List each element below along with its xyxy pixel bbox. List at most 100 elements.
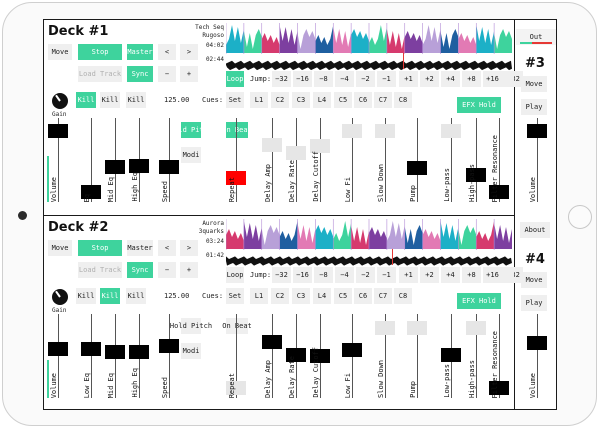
fader[interactable]: Filter Resonance	[487, 118, 511, 202]
cue-set-button[interactable]: Set	[226, 92, 244, 108]
pitch-next-button[interactable]: >	[180, 240, 198, 256]
fader-handle[interactable]	[81, 342, 101, 356]
fader-handle[interactable]	[310, 349, 330, 363]
fader[interactable]: Delay Cutoff	[308, 314, 332, 398]
cue-button[interactable]: C3	[292, 92, 310, 108]
cue-button[interactable]: C7	[374, 288, 392, 304]
fader[interactable]: Eq	[79, 118, 103, 202]
jump-button[interactable]: +8	[462, 71, 481, 87]
fader[interactable]: High-pass	[464, 314, 488, 398]
sidebar-play-button[interactable]: Play	[521, 295, 547, 311]
fader[interactable]: High Eq	[127, 118, 151, 202]
modi-button[interactable]: Modi	[181, 147, 201, 163]
jump-button[interactable]: −4	[335, 267, 354, 283]
pitch-next-button[interactable]: >	[180, 44, 198, 60]
fader[interactable]: Volume	[46, 118, 70, 202]
load-track-button[interactable]: Load Track	[78, 262, 122, 278]
fader[interactable]: Mid Eq	[103, 118, 127, 202]
fader-handle[interactable]	[375, 321, 395, 335]
fader-handle[interactable]	[527, 123, 547, 138]
fader[interactable]: Delay Amp	[260, 314, 284, 398]
cue-set-button[interactable]: Set	[226, 288, 244, 304]
fader[interactable]: Mid Eq	[103, 314, 127, 398]
waveform[interactable]	[225, 23, 512, 71]
fader-handle[interactable]	[342, 343, 362, 358]
fader-handle[interactable]	[226, 381, 246, 396]
on-beat-button[interactable]: On Beat	[222, 318, 252, 334]
sidebar-volume-fader[interactable]: Volume	[525, 118, 549, 202]
fader-handle[interactable]	[286, 146, 306, 160]
cue-button[interactable]: C3	[292, 288, 310, 304]
pitch-plus-button[interactable]: +	[180, 262, 198, 278]
fader[interactable]: Speed	[157, 118, 181, 202]
sidebar-volume-fader[interactable]: Volume	[525, 314, 549, 398]
fader-handle[interactable]	[48, 123, 68, 138]
fader-handle[interactable]	[466, 321, 486, 335]
jump-button[interactable]: −1	[377, 267, 396, 283]
fader-handle[interactable]	[310, 139, 330, 153]
jump-button[interactable]: −8	[314, 71, 333, 87]
hold-pitch-button[interactable]: Hold Pitch	[170, 318, 212, 334]
fader[interactable]: Delay Cutoff	[308, 118, 332, 202]
fader-handle[interactable]	[527, 336, 547, 351]
jump-button[interactable]: +16	[483, 267, 502, 283]
jump-button[interactable]: −1	[377, 71, 396, 87]
fader[interactable]: Low Fi	[340, 314, 364, 398]
fader-handle[interactable]	[48, 342, 68, 356]
jump-button[interactable]: −32	[272, 267, 291, 283]
fader-handle[interactable]	[286, 347, 306, 362]
master-button[interactable]: Master	[127, 44, 153, 60]
modi-button[interactable]: Modi	[181, 343, 201, 359]
fader-handle[interactable]	[441, 123, 461, 138]
fader-handle[interactable]	[466, 168, 486, 183]
cue-button[interactable]: L1	[250, 92, 268, 108]
move-button[interactable]: Move	[48, 240, 72, 256]
fader[interactable]: Volume	[46, 314, 70, 398]
jump-button[interactable]: −32	[272, 71, 291, 87]
kill-low-button[interactable]: Kill	[76, 92, 96, 108]
fader-handle[interactable]	[262, 137, 282, 152]
fader[interactable]: Slow Down	[373, 118, 397, 202]
master-button[interactable]: Master	[127, 240, 153, 256]
efx-hold-button[interactable]: EFX Hold	[457, 97, 501, 113]
waveform[interactable]	[225, 219, 512, 267]
fader-handle[interactable]	[105, 344, 125, 359]
pitch-plus-button[interactable]: +	[180, 66, 198, 82]
jump-button[interactable]: +4	[441, 71, 460, 87]
fader[interactable]: Low Eq	[79, 314, 103, 398]
fader-handle[interactable]	[129, 158, 149, 173]
jump-button[interactable]: −16	[293, 71, 312, 87]
hold-pitch-button[interactable]: Hold Pitch	[170, 122, 212, 138]
jump-button[interactable]: +16	[483, 71, 502, 87]
loop-button[interactable]: Loop	[226, 71, 244, 87]
jump-button[interactable]: +8	[462, 267, 481, 283]
cue-button[interactable]: L4	[313, 92, 331, 108]
kill-low-button[interactable]: Kill	[76, 288, 96, 304]
jump-button[interactable]: +1	[399, 267, 418, 283]
fader-handle[interactable]	[342, 123, 362, 138]
on-beat-button[interactable]: On Beat	[222, 122, 252, 138]
sync-button[interactable]: Sync	[127, 262, 153, 278]
jump-button[interactable]: +2	[420, 267, 439, 283]
fader-handle[interactable]	[489, 381, 509, 396]
pitch-minus-button[interactable]: −	[158, 262, 176, 278]
pitch-prev-button[interactable]: <	[158, 44, 176, 60]
fader-handle[interactable]	[159, 160, 179, 174]
fader-handle[interactable]	[262, 335, 282, 349]
fader-handle[interactable]	[159, 339, 179, 354]
fader[interactable]: Low-pass	[439, 118, 463, 202]
loop-button[interactable]: Loop	[226, 267, 244, 283]
stop-button[interactable]: Stop	[78, 44, 122, 60]
fader-handle[interactable]	[441, 347, 461, 362]
jump-button[interactable]: −16	[293, 267, 312, 283]
fader-handle[interactable]	[81, 184, 101, 199]
fader[interactable]: High-pass	[464, 118, 488, 202]
cue-button[interactable]: C2	[271, 92, 289, 108]
jump-button[interactable]: −2	[356, 71, 375, 87]
cue-button[interactable]: C6	[354, 288, 372, 304]
jump-button[interactable]: +1	[399, 71, 418, 87]
jump-button[interactable]: −2	[356, 267, 375, 283]
jump-button[interactable]: −4	[335, 71, 354, 87]
cue-button[interactable]: L4	[313, 288, 331, 304]
jump-button[interactable]: +4	[441, 267, 460, 283]
